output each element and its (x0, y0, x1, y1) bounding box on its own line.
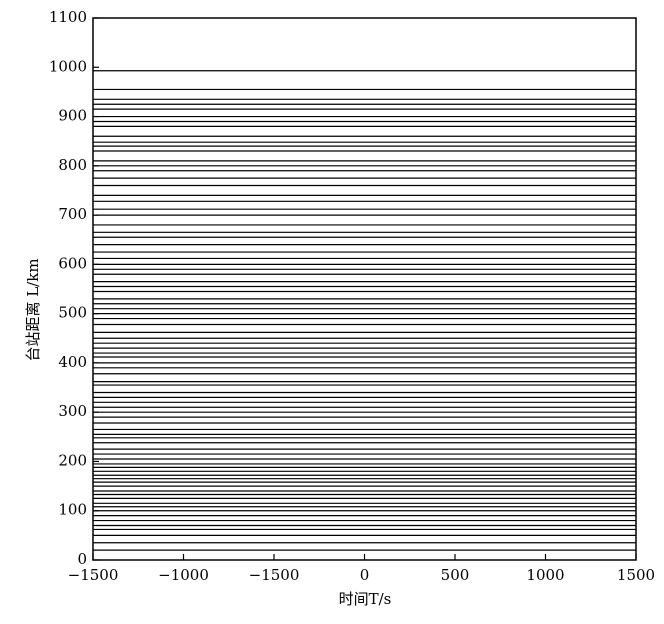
y-tick-label: 500 (58, 304, 87, 322)
y-tick-label: 0 (77, 550, 87, 568)
x-tick-label: 500 (441, 566, 470, 584)
y-axis-label: 台站距离 L/km (24, 258, 42, 361)
y-tick-label: 100 (58, 501, 87, 519)
x-tick-label: −1000 (158, 566, 209, 584)
y-tick-label: 1100 (49, 8, 87, 26)
x-tick-label: 0 (360, 566, 370, 584)
x-tick-label: 1000 (526, 566, 564, 584)
y-tick-label: 700 (58, 205, 87, 223)
y-tick-label: 900 (58, 107, 87, 125)
y-tick-label: 1000 (49, 57, 87, 75)
y-tick-label: 200 (58, 451, 87, 469)
x-tick-label: −1500 (249, 566, 300, 584)
y-tick-label: 300 (58, 402, 87, 420)
y-tick-label: 800 (58, 156, 87, 174)
x-axis-label: 时间T/s (339, 590, 392, 608)
x-tick-label: 1500 (617, 566, 655, 584)
x-tick-label: −1500 (68, 566, 119, 584)
y-tick-label: 600 (58, 254, 87, 272)
y-tick-label: 400 (58, 353, 87, 371)
